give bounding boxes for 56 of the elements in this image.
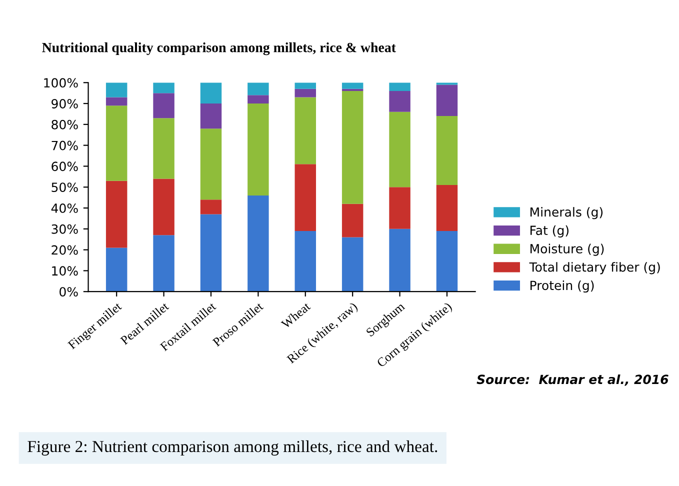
bar xyxy=(106,248,128,292)
bar xyxy=(294,97,316,164)
bar xyxy=(106,106,128,181)
bar xyxy=(248,104,269,196)
bar xyxy=(436,185,458,231)
y-tick-label: 30% xyxy=(52,224,78,234)
y-tick-label: 0% xyxy=(60,287,78,297)
y-tick-label: 60% xyxy=(52,162,78,172)
y-tick-label: 10% xyxy=(52,266,78,276)
bar xyxy=(153,93,174,118)
y-tick-label: 80% xyxy=(52,120,78,130)
bar xyxy=(342,237,364,292)
bar xyxy=(200,104,222,129)
bar xyxy=(106,180,128,248)
bar xyxy=(436,84,458,116)
legend-label: Minerals (g) xyxy=(530,207,603,220)
bar xyxy=(294,164,316,231)
bar xyxy=(436,230,458,292)
y-tick-label: 70% xyxy=(52,140,78,150)
legend-label: Moisture (g) xyxy=(530,244,604,256)
legend-label: Fat (g) xyxy=(530,225,568,238)
bar xyxy=(294,82,316,89)
legend-label: Total dietary fiber (g) xyxy=(529,262,660,274)
y-tick-label: 20% xyxy=(52,245,78,255)
bar xyxy=(200,82,222,104)
bar xyxy=(389,90,410,112)
bar xyxy=(342,90,364,204)
bar xyxy=(200,128,222,200)
y-tick-label: 40% xyxy=(51,203,78,213)
bar xyxy=(153,82,174,94)
bar xyxy=(389,112,410,188)
bar xyxy=(389,187,410,229)
bar xyxy=(389,228,410,292)
bar xyxy=(294,230,316,292)
bar xyxy=(153,178,174,236)
bar xyxy=(106,97,128,106)
bar xyxy=(389,82,410,91)
y-tick-label: 90% xyxy=(52,98,78,108)
caption: Figure 2: Nutrient comparison among millets, rice and wheat. xyxy=(28,440,438,456)
bar xyxy=(248,82,269,96)
bar xyxy=(200,200,222,214)
bar xyxy=(248,195,269,292)
legend-label: Protein (g) xyxy=(530,280,594,293)
bar xyxy=(342,82,364,89)
chart-title: Nutritional quality comparison among millets, rice & wheat xyxy=(42,42,396,56)
bar xyxy=(200,214,222,292)
bar xyxy=(436,116,458,186)
bar xyxy=(106,82,128,98)
bar xyxy=(294,88,316,98)
bar xyxy=(248,95,269,104)
bar xyxy=(153,235,174,292)
y-tick-label: 100% xyxy=(44,78,78,88)
bar xyxy=(153,118,174,179)
y-tick-label: 50% xyxy=(52,182,78,192)
source-note: Source: Kumar et al., 2016 xyxy=(476,374,668,386)
bar xyxy=(342,204,364,238)
